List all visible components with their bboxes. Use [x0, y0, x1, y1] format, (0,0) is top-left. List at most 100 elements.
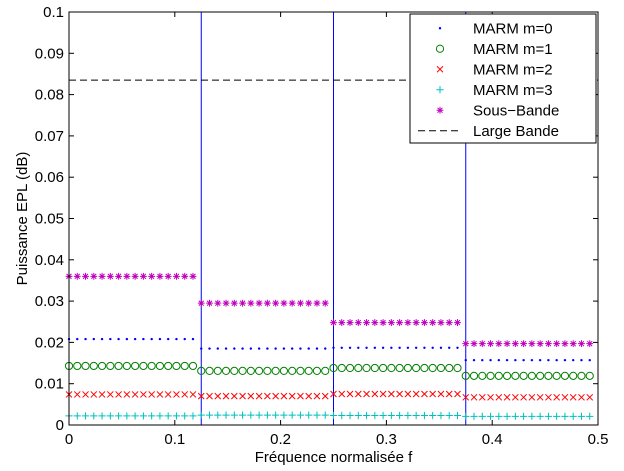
circle-marker	[255, 366, 264, 375]
dot-marker	[233, 347, 236, 350]
circle-marker	[81, 361, 90, 371]
y-tick-label: 0.05	[35, 211, 64, 228]
dot-marker	[92, 337, 95, 341]
y-tick-label: 0.1	[43, 4, 64, 21]
dot-marker	[456, 346, 459, 349]
star-marker	[503, 340, 511, 348]
plus-marker	[90, 412, 98, 420]
x-marker	[436, 65, 444, 73]
plus-marker	[520, 412, 528, 420]
legend-label: Sous−Bande	[473, 102, 559, 119]
plus-marker	[371, 411, 379, 420]
star-marker	[206, 299, 213, 307]
circle-marker	[246, 366, 255, 375]
star-marker	[387, 319, 395, 326]
star-marker	[321, 299, 329, 307]
star-marker	[528, 340, 536, 348]
star-marker	[131, 272, 139, 280]
star-marker	[222, 299, 230, 307]
star-marker	[412, 319, 420, 326]
dot-marker	[398, 346, 401, 349]
x-marker	[214, 392, 222, 400]
plus-marker	[503, 412, 511, 420]
plus-marker	[470, 412, 478, 420]
star-marker	[123, 272, 131, 280]
x-marker	[321, 392, 329, 400]
circle-marker	[73, 361, 82, 371]
star-marker	[115, 272, 122, 280]
plus-marker	[412, 411, 420, 420]
circle-marker	[445, 363, 454, 373]
x-marker	[421, 390, 428, 398]
x-marker	[90, 391, 98, 398]
star-marker	[197, 299, 205, 307]
plus-marker	[214, 411, 222, 419]
circle-marker	[304, 366, 313, 375]
circle-marker	[288, 366, 297, 375]
dot-marker	[357, 346, 360, 349]
circle-marker	[188, 361, 198, 371]
plus-marker	[429, 411, 437, 420]
dot-marker	[572, 358, 575, 362]
star-marker	[338, 319, 346, 326]
plus-marker	[437, 411, 445, 420]
plus-marker	[81, 412, 90, 420]
dot-marker	[299, 347, 302, 350]
star-marker	[520, 340, 528, 348]
dot-marker	[158, 337, 162, 341]
plus-marker	[321, 411, 329, 419]
dot-marker	[423, 346, 426, 349]
x-marker	[272, 392, 279, 400]
circle-marker	[354, 363, 363, 373]
circle-marker	[552, 371, 561, 380]
plus-marker	[263, 411, 271, 419]
plus-marker	[255, 411, 263, 419]
dot-marker	[125, 337, 129, 341]
dot-marker	[200, 347, 203, 350]
circle-marker	[536, 371, 545, 380]
plus-marker	[404, 411, 412, 420]
x-marker	[561, 393, 569, 401]
plus-marker	[164, 412, 172, 420]
x-marker	[230, 392, 238, 400]
circle-marker	[478, 371, 487, 380]
circle-marker	[362, 363, 371, 373]
star-marker	[454, 319, 461, 326]
circle-marker	[453, 363, 462, 373]
circle-marker	[172, 361, 181, 371]
x-marker	[536, 393, 544, 401]
x-marker	[346, 390, 354, 398]
x-marker	[115, 391, 122, 398]
plus-marker	[338, 411, 346, 420]
x-marker	[503, 393, 511, 401]
dot-marker	[472, 358, 476, 362]
y-tick-label: 0.06	[35, 169, 64, 186]
x-tick-label: 0.1	[164, 431, 185, 448]
dot-marker	[365, 346, 368, 349]
star-marker	[437, 319, 445, 326]
star-marker	[536, 340, 544, 348]
dot-marker	[514, 358, 517, 362]
star-marker	[445, 319, 453, 326]
dot-marker	[257, 347, 261, 350]
circle-marker	[114, 361, 123, 371]
dot-marker	[563, 358, 567, 362]
star-marker	[436, 106, 444, 114]
circle-marker	[502, 371, 512, 380]
x-marker	[297, 392, 304, 400]
dot-marker	[530, 358, 534, 362]
x-marker	[98, 391, 106, 398]
x-marker	[206, 392, 213, 400]
x-marker	[305, 392, 313, 400]
plus-marker	[272, 411, 280, 419]
dot-marker	[142, 337, 145, 341]
legend-label: MARM m=2	[473, 61, 553, 78]
dot-marker	[588, 358, 591, 362]
x-marker	[586, 393, 594, 401]
circle-marker	[527, 371, 536, 380]
x-marker	[388, 390, 395, 398]
dot-marker	[117, 337, 120, 341]
dot-marker	[133, 337, 137, 341]
circle-marker	[155, 361, 165, 371]
x-marker	[239, 392, 246, 400]
